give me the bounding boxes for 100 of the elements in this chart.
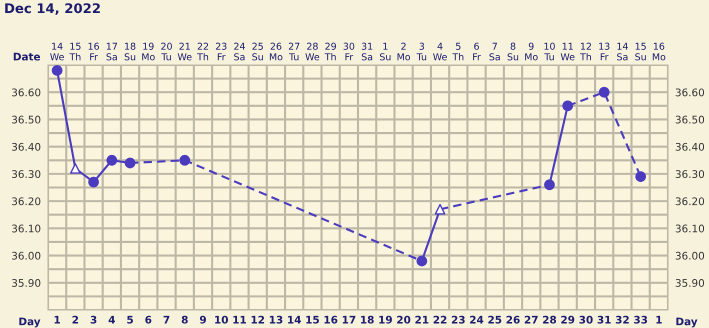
text: 2 Mo <box>398 42 410 60</box>
text: 21 We <box>178 42 192 60</box>
chart-title: Dec 14, 2022 <box>5 3 100 15</box>
text: 6 Fr <box>473 42 481 60</box>
x-tick-label: 27 <box>524 316 538 324</box>
x-tick-label: 30 <box>579 316 593 324</box>
y-tick-label: 36.00 <box>12 252 40 260</box>
x-tick-label: 17 <box>342 316 356 324</box>
x-tick-label: 1 <box>656 316 662 324</box>
x-tick-label: 33 <box>634 316 648 324</box>
text: 5 Th <box>452 42 464 60</box>
y2-tick-label: 36.50 <box>676 116 704 124</box>
x-tick-label: 10 <box>215 316 228 324</box>
text: 24 Sa <box>234 42 245 60</box>
x-tick-label: 31 <box>598 316 611 324</box>
point <box>179 154 190 166</box>
text: 18 Su <box>124 42 136 60</box>
y2-tick-label: 36.40 <box>676 142 704 151</box>
point <box>52 65 62 76</box>
x-tick-label: 15 <box>306 316 319 324</box>
point <box>635 171 646 182</box>
text: 14 We <box>50 42 64 60</box>
y-tick-label: 36.60 <box>12 88 40 96</box>
text: 15 Th <box>69 42 81 60</box>
text: 4 We <box>433 42 447 60</box>
x-tick-label: 5 <box>127 316 133 324</box>
x-tick-label: 4 <box>108 316 115 324</box>
text: 25 Su <box>252 42 263 60</box>
y2-tick-label: 36.20 <box>676 197 704 206</box>
text: 10 Tu <box>544 42 555 60</box>
text: 1 Su <box>380 42 390 60</box>
point <box>544 179 555 190</box>
x-tick-label: 29 <box>561 316 574 324</box>
point <box>434 204 446 215</box>
text: 7 Sa <box>489 42 500 60</box>
text: 29 Th <box>324 42 336 60</box>
x-tick-label: 23 <box>452 316 465 324</box>
y-tick-label: 36.20 <box>12 197 40 206</box>
x-tick-label: 12 <box>252 316 264 324</box>
text: 19 Mo <box>142 42 155 60</box>
point <box>562 100 574 112</box>
text: 17 Sa <box>106 42 118 60</box>
x-tick-label: 2 <box>72 316 78 324</box>
text: 13 Fr <box>599 42 610 60</box>
x-tick-label: 13 <box>270 316 282 324</box>
text: Day <box>676 318 698 328</box>
y-tick-label: 36.10 <box>12 224 40 232</box>
text: 30 Fr <box>344 42 354 60</box>
text: 31 Sa <box>362 42 372 60</box>
x-tick-label: 32 <box>616 316 629 324</box>
x2-axis-title: Date <box>14 52 40 61</box>
x-tick-label: 14 <box>288 316 301 324</box>
x-tick-label: 6 <box>145 316 152 324</box>
y-tick-label: 36.40 <box>12 142 40 151</box>
point <box>70 163 81 174</box>
x-tick-label: 18 <box>361 316 374 324</box>
y2-tick-label: 36.60 <box>676 88 704 96</box>
text: 28 We <box>305 42 320 60</box>
text: 15 Su <box>635 42 646 60</box>
point <box>106 154 118 166</box>
x-tick-label: 7 <box>164 316 170 324</box>
y2-tick-label: 36.30 <box>676 170 704 178</box>
x-tick-label: 16 <box>324 316 338 324</box>
text: 23 Fr <box>216 42 226 60</box>
text: 16 Mo <box>652 42 666 60</box>
x-tick-label: 25 <box>488 316 502 324</box>
x-tick-label: 1 <box>54 316 60 324</box>
point <box>598 86 610 98</box>
text: 20 Tu <box>161 42 172 60</box>
text: 9 Mo <box>525 42 538 60</box>
text: 3 Tu <box>416 42 426 60</box>
y-tick-label: 36.30 <box>12 170 40 178</box>
x-tick-label: 9 <box>200 316 206 324</box>
x-tick-label: 24 <box>470 316 484 324</box>
x-tick-label: 21 <box>415 316 428 324</box>
y2-tick-label: 35.90 <box>676 279 704 287</box>
y-tick-label: 36.50 <box>12 116 40 124</box>
text: 12 Th <box>580 42 592 60</box>
x-tick-label: 26 <box>506 316 520 324</box>
text: 26 Mo <box>270 42 282 60</box>
y2-tick-label: 36.10 <box>676 224 704 232</box>
x-tick-label: 3 <box>90 316 96 324</box>
x-tick-label: 8 <box>182 316 188 324</box>
x-tick-label: 11 <box>233 316 246 324</box>
text: 27 Tu <box>288 42 300 60</box>
x-tick-label: 19 <box>379 316 392 324</box>
text: 22 Th <box>197 42 208 60</box>
y2-tick-label: 36.00 <box>676 252 704 260</box>
text: 16 Fr <box>88 42 99 60</box>
x-tick-label: 28 <box>543 316 556 324</box>
x-axis-title: Day <box>19 318 40 328</box>
y-tick-label: 35.90 <box>12 279 40 287</box>
text: 11 We <box>560 42 574 60</box>
text: 14 Sa <box>617 42 628 60</box>
point <box>124 158 136 168</box>
x-tick-label: 22 <box>434 316 446 324</box>
point <box>88 176 99 188</box>
text: 8 Su <box>508 42 518 60</box>
point <box>416 256 428 266</box>
x-tick-label: 20 <box>397 316 410 324</box>
